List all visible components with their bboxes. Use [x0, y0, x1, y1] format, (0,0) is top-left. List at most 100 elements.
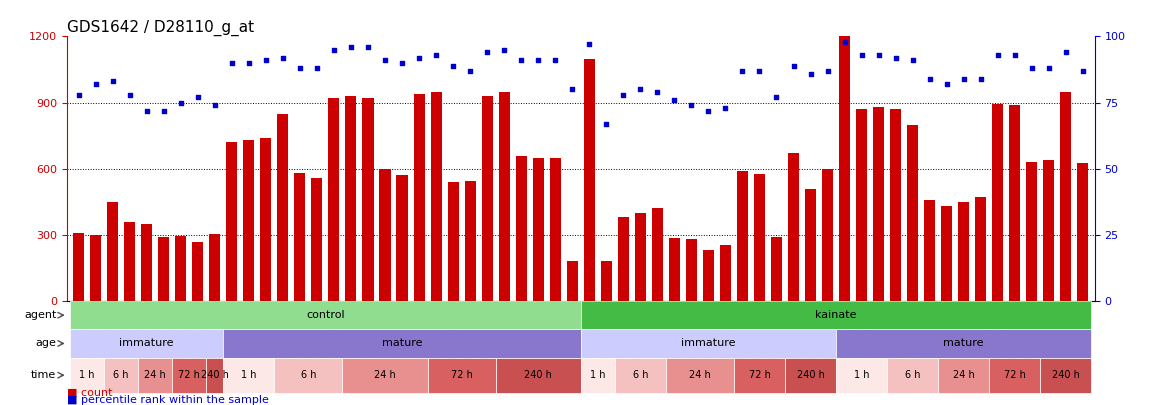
Bar [989, 358, 1041, 393]
Bar [209, 234, 221, 301]
Bar [74, 233, 84, 301]
Point [784, 62, 803, 69]
Bar [581, 301, 1091, 329]
Point [631, 86, 650, 93]
Bar [941, 206, 952, 301]
Bar [159, 237, 169, 301]
Point [342, 44, 360, 50]
Point [154, 107, 172, 114]
Bar [192, 241, 204, 301]
Bar [856, 109, 867, 301]
Text: agent: agent [24, 310, 56, 320]
Bar [260, 138, 271, 301]
Point [869, 52, 888, 58]
Bar [343, 358, 428, 393]
Bar [141, 224, 152, 301]
Bar [107, 202, 118, 301]
Point [461, 68, 480, 74]
Point [887, 54, 905, 61]
Point [1074, 68, 1092, 74]
Bar [938, 358, 989, 393]
Bar [223, 329, 581, 358]
Point [512, 57, 530, 64]
Text: 6 h: 6 h [632, 370, 649, 380]
Bar [788, 153, 799, 301]
Text: time: time [31, 370, 56, 380]
Bar [345, 96, 356, 301]
Point [564, 86, 582, 93]
Text: 1 h: 1 h [853, 370, 869, 380]
Bar [754, 174, 765, 301]
Bar [975, 198, 987, 301]
Point [665, 97, 683, 103]
Point [444, 62, 462, 69]
Bar [227, 142, 237, 301]
Text: 1 h: 1 h [242, 370, 256, 380]
Point [189, 94, 207, 100]
Point [478, 49, 497, 55]
Bar [720, 245, 731, 301]
Bar [124, 222, 136, 301]
Text: 6 h: 6 h [300, 370, 316, 380]
Point [750, 68, 768, 74]
Text: 72 h: 72 h [1004, 370, 1026, 380]
Bar [1060, 92, 1072, 301]
Bar [1043, 160, 1055, 301]
Bar [1078, 163, 1088, 301]
Bar [635, 213, 646, 301]
Point [989, 52, 1007, 58]
Bar [822, 169, 833, 301]
Bar [172, 358, 206, 393]
Bar [958, 202, 969, 301]
Point [239, 60, 258, 66]
Point [223, 60, 241, 66]
Point [171, 99, 190, 106]
Bar [277, 114, 289, 301]
Bar [465, 181, 476, 301]
Bar [70, 301, 581, 329]
Bar [482, 96, 492, 301]
Text: 24 h: 24 h [374, 370, 396, 380]
Bar [836, 358, 887, 393]
Bar [70, 358, 105, 393]
Bar [836, 329, 1091, 358]
Bar [770, 237, 782, 301]
Text: 6 h: 6 h [905, 370, 920, 380]
Bar [397, 175, 407, 301]
Point [835, 38, 853, 45]
Point [716, 104, 735, 111]
Bar [652, 209, 662, 301]
Bar [805, 189, 816, 301]
Text: age: age [36, 339, 56, 348]
Text: GDS1642 / D28110_g_at: GDS1642 / D28110_g_at [67, 20, 254, 36]
Point [649, 89, 667, 95]
Point [852, 52, 871, 58]
Text: 240 h: 240 h [524, 370, 552, 380]
Text: 240 h: 240 h [797, 370, 825, 380]
Point [121, 92, 139, 98]
Bar [1026, 162, 1037, 301]
Bar [581, 358, 615, 393]
Bar [618, 217, 629, 301]
Bar [890, 109, 902, 301]
Bar [447, 182, 459, 301]
Point [274, 54, 292, 61]
Bar [175, 236, 186, 301]
Point [427, 52, 445, 58]
Bar [515, 156, 527, 301]
Bar [138, 358, 172, 393]
Text: 1 h: 1 h [590, 370, 606, 380]
Bar [925, 200, 935, 301]
Text: 24 h: 24 h [953, 370, 974, 380]
Point [393, 60, 412, 66]
Bar [380, 169, 391, 301]
Text: ■ percentile rank within the sample: ■ percentile rank within the sample [67, 394, 269, 405]
Bar [840, 36, 850, 301]
Point [546, 57, 565, 64]
Point [529, 57, 547, 64]
Point [359, 44, 377, 50]
Text: immature: immature [681, 339, 736, 348]
Bar [430, 92, 442, 301]
Text: 6 h: 6 h [114, 370, 129, 380]
Bar [1041, 358, 1091, 393]
